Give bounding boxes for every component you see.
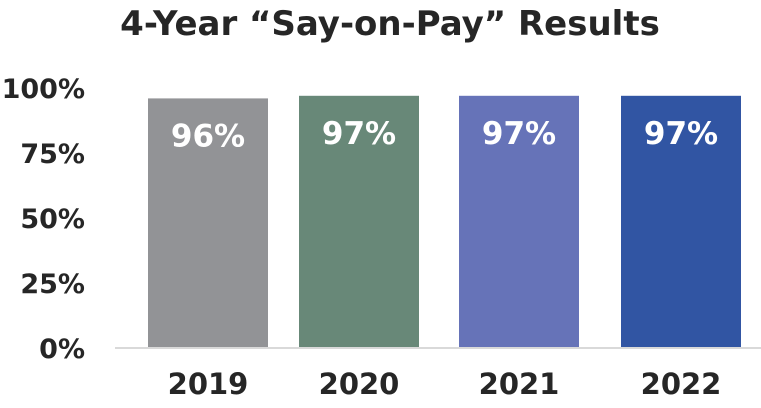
bars: [148, 95, 741, 349]
data-label: 97%: [644, 116, 718, 152]
data-label: 96%: [171, 118, 245, 154]
bar-2021: [459, 95, 579, 348]
y-tick-label: 0%: [39, 334, 85, 365]
x-tick-label: 2022: [641, 367, 722, 401]
x-tick-label: 2020: [319, 367, 400, 401]
y-tick-label: 100%: [2, 74, 85, 105]
y-tick-label: 25%: [20, 269, 85, 300]
x-tick-label: 2021: [479, 367, 560, 401]
data-label: 97%: [322, 116, 396, 152]
bar-2020: [299, 95, 419, 348]
chart-title: 4-Year “Say-on-Pay” Results: [120, 4, 660, 44]
x-tick-label: 2019: [168, 367, 249, 401]
data-labels: 96% 97% 97% 97%: [171, 116, 718, 155]
bar-2019: [148, 98, 268, 349]
y-tick-label: 50%: [20, 204, 85, 235]
x-axis: 2019 2020 2021 2022: [168, 367, 722, 401]
y-axis: 0% 25% 50% 75% 100%: [2, 74, 85, 365]
data-label: 97%: [482, 116, 556, 152]
y-tick-label: 75%: [20, 139, 85, 170]
bar-2022: [621, 95, 741, 348]
